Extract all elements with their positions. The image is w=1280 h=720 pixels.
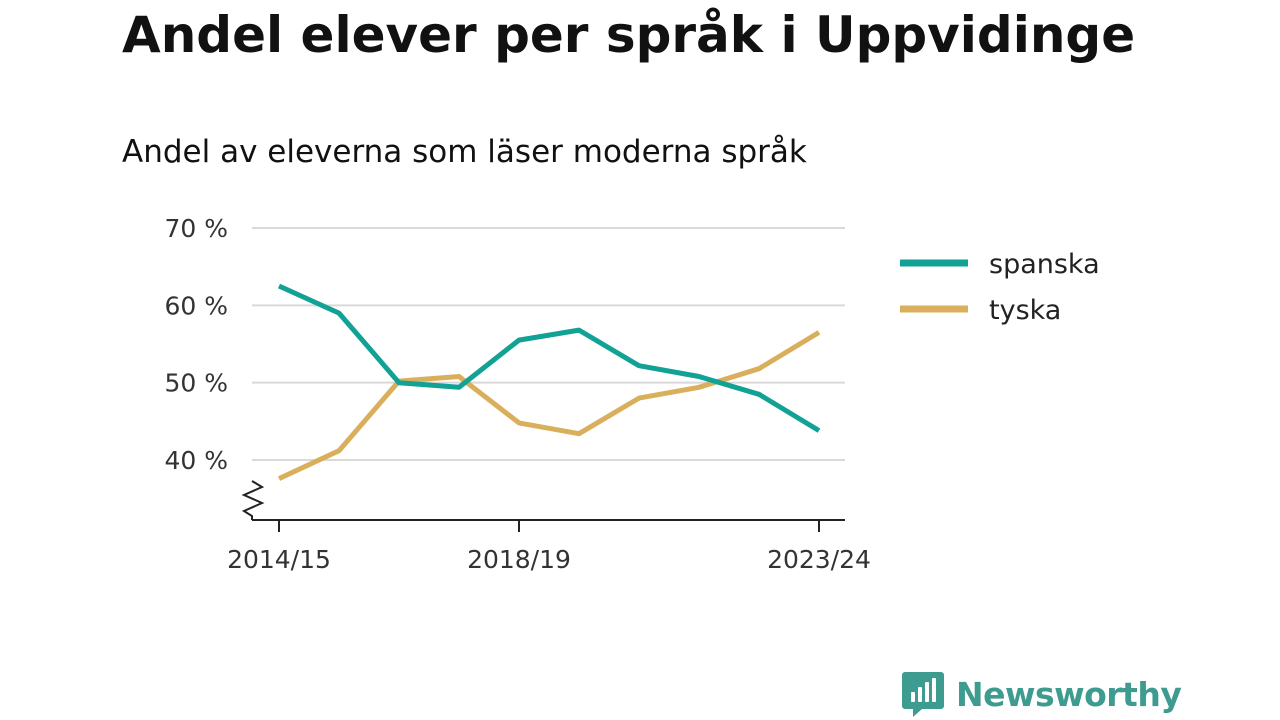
- y-tick-label: 50 %: [164, 369, 228, 398]
- x-tick-label: 2018/19: [467, 545, 571, 574]
- grid-lines: [252, 227, 845, 461]
- legend-label-tyska: tyska: [989, 295, 1061, 326]
- axes: 40 % 50 % 60 % 70 % 2014/15 2018/19 2023/24: [164, 214, 870, 574]
- y-tick-label: 70 %: [164, 214, 228, 243]
- chart-title: Andel elever per språk i Uppvidinge: [122, 6, 1136, 64]
- brand-name: Newsworthy: [956, 674, 1182, 714]
- series-lines: [277, 283, 821, 481]
- brand-logo: Newsworthy: [902, 670, 1182, 718]
- y-tick-label: 40 %: [164, 446, 228, 475]
- legend: spanska tyska: [900, 249, 1100, 326]
- y-axis-break: [241, 480, 265, 520]
- y-tick-label: 60 %: [164, 291, 228, 320]
- chart-subtitle: Andel av eleverna som läser moderna språ…: [122, 134, 807, 170]
- series-line-tyska: [277, 330, 821, 481]
- x-tick-label: 2023/24: [767, 545, 871, 574]
- series-line-spanska: [277, 283, 821, 433]
- x-tick-label: 2014/15: [227, 545, 331, 574]
- legend-label-spanska: spanska: [989, 249, 1100, 280]
- bar-chart-speech-bubble-icon: [902, 672, 944, 717]
